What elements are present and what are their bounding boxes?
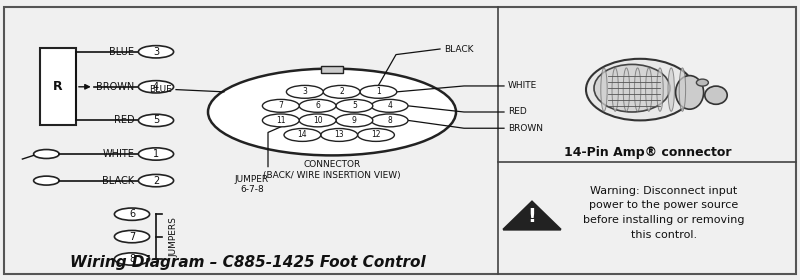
Ellipse shape	[601, 68, 607, 111]
Ellipse shape	[623, 68, 630, 111]
Text: 1: 1	[376, 87, 381, 96]
Circle shape	[114, 230, 150, 243]
Circle shape	[138, 81, 174, 93]
Text: 6: 6	[315, 101, 320, 110]
Text: Wiring Diagram – C885-1425 Foot Control: Wiring Diagram – C885-1425 Foot Control	[70, 255, 426, 270]
Text: Warning: Disconnect input
power to the power source
before installing or removin: Warning: Disconnect input power to the p…	[583, 186, 745, 240]
Text: 13: 13	[334, 130, 344, 139]
Text: 2: 2	[339, 87, 344, 96]
Circle shape	[138, 114, 174, 127]
Circle shape	[262, 99, 299, 112]
Circle shape	[34, 150, 59, 158]
Text: 8: 8	[387, 116, 392, 125]
Text: WHITE: WHITE	[508, 81, 538, 90]
Ellipse shape	[676, 76, 704, 109]
Ellipse shape	[612, 68, 618, 111]
Text: R: R	[53, 80, 63, 93]
Text: 9: 9	[352, 116, 357, 125]
Text: BLUE: BLUE	[150, 85, 172, 94]
Circle shape	[114, 208, 150, 220]
Text: 10: 10	[313, 116, 322, 125]
Circle shape	[138, 148, 174, 160]
Text: 3: 3	[302, 87, 307, 96]
Circle shape	[371, 114, 408, 127]
Circle shape	[138, 174, 174, 187]
Circle shape	[299, 99, 336, 112]
Ellipse shape	[697, 79, 709, 86]
Circle shape	[138, 46, 174, 58]
Circle shape	[323, 85, 360, 98]
Text: 7: 7	[278, 101, 283, 110]
Circle shape	[321, 129, 358, 141]
Text: 6: 6	[129, 209, 135, 219]
Circle shape	[336, 99, 373, 112]
Text: 8: 8	[129, 254, 135, 264]
Text: JUMPER
6-7-8: JUMPER 6-7-8	[235, 175, 269, 194]
Circle shape	[358, 129, 394, 141]
Ellipse shape	[594, 64, 670, 112]
Ellipse shape	[679, 68, 686, 111]
Circle shape	[360, 85, 397, 98]
Circle shape	[262, 114, 299, 127]
Ellipse shape	[668, 68, 674, 111]
Text: BROWN: BROWN	[508, 124, 543, 133]
Text: BLACK: BLACK	[102, 176, 134, 186]
Text: 5: 5	[153, 115, 159, 125]
Ellipse shape	[657, 68, 663, 111]
Circle shape	[114, 253, 150, 265]
Circle shape	[34, 176, 59, 185]
Text: RED: RED	[114, 115, 134, 125]
Circle shape	[208, 69, 456, 155]
Text: WHITE: WHITE	[102, 149, 134, 159]
Ellipse shape	[586, 59, 694, 120]
Text: 7: 7	[129, 232, 135, 242]
Text: 4: 4	[387, 101, 392, 110]
Text: 4: 4	[153, 82, 159, 92]
Ellipse shape	[634, 68, 641, 111]
Text: 11: 11	[276, 116, 286, 125]
Circle shape	[286, 85, 323, 98]
Ellipse shape	[646, 68, 652, 111]
Text: BROWN: BROWN	[96, 82, 134, 92]
Circle shape	[336, 114, 373, 127]
Text: BLACK: BLACK	[444, 45, 474, 53]
Text: 12: 12	[371, 130, 381, 139]
Text: 5: 5	[352, 101, 357, 110]
Text: !: !	[527, 207, 537, 227]
Polygon shape	[503, 202, 561, 230]
Circle shape	[284, 129, 321, 141]
Text: 1: 1	[153, 149, 159, 159]
Text: RED: RED	[508, 108, 526, 116]
Text: BLUE: BLUE	[110, 47, 134, 57]
Ellipse shape	[705, 86, 727, 104]
Bar	[40, 48, 76, 125]
Text: JUMPERS: JUMPERS	[169, 217, 178, 256]
Text: 2: 2	[153, 176, 159, 186]
Text: CONNECTOR
(BACK/ WIRE INSERTION VIEW): CONNECTOR (BACK/ WIRE INSERTION VIEW)	[263, 160, 401, 180]
Bar	[321, 66, 343, 73]
Circle shape	[371, 99, 408, 112]
Text: 14-Pin Amp® connector: 14-Pin Amp® connector	[564, 146, 732, 159]
Text: 3: 3	[153, 47, 159, 57]
Text: 14: 14	[298, 130, 307, 139]
Circle shape	[299, 114, 336, 127]
